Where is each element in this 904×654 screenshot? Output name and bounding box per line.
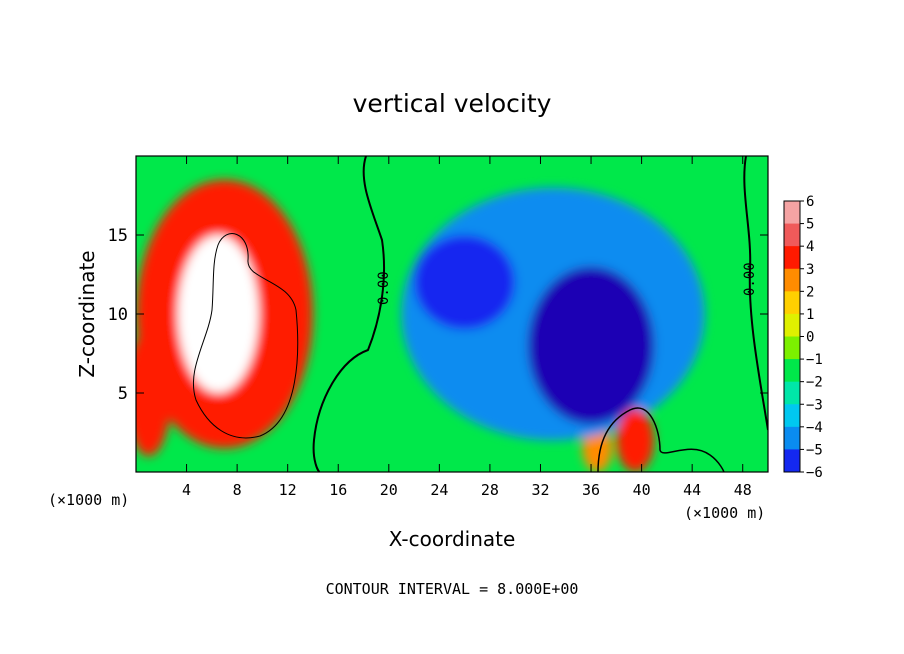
updraft-contour <box>192 233 299 439</box>
x-axis-label: X-coordinate <box>389 527 516 551</box>
x-tick-label: 24 <box>430 481 448 499</box>
colorbar-swatch <box>784 381 800 405</box>
x-tick-label: 28 <box>481 481 499 499</box>
heatmap-field <box>136 156 768 472</box>
colorbar-swatch <box>784 246 800 270</box>
y-tick-label: 5 <box>118 384 128 404</box>
colorbar-label: −5 <box>806 442 823 458</box>
colorbar-label: 1 <box>806 307 814 323</box>
x-unit-label-right: (×1000 m) <box>684 504 765 522</box>
x-tick-label: 36 <box>582 481 600 499</box>
colorbar-swatch <box>784 404 800 428</box>
colorbar-label: 3 <box>806 262 814 278</box>
colorbar-swatch <box>784 359 800 383</box>
field-region-downdraft-blob <box>414 235 516 330</box>
y-axis-label: Z-coordinate <box>75 250 99 377</box>
x-tick-label: 40 <box>633 481 651 499</box>
colorbar-swatch <box>784 336 800 360</box>
field-region-downdraft-strong <box>527 266 655 425</box>
colorbar-label: −3 <box>806 397 823 413</box>
colorbar-label: −2 <box>806 375 823 391</box>
x-unit-label: (×1000 m) <box>48 491 129 509</box>
x-tick-label: 32 <box>531 481 549 499</box>
x-tick-label: 44 <box>683 481 701 499</box>
field-region-low-updraft <box>616 408 655 472</box>
colorbar-swatch <box>784 291 800 315</box>
chart-title: vertical velocity <box>353 89 552 118</box>
zero-contour-right <box>743 156 768 431</box>
field-region-left-edge-up <box>136 329 172 457</box>
y-axis-ticks: 5 10 15 <box>108 226 768 404</box>
colorbar-label: 4 <box>806 239 814 255</box>
zero-contour-left <box>312 156 385 472</box>
x-tick-label: 12 <box>279 481 297 499</box>
colorbar-label: 6 <box>806 194 814 210</box>
colorbar-label: −4 <box>806 420 823 436</box>
colorbar-swatch <box>784 201 800 225</box>
y-tick-label: 15 <box>108 226 128 246</box>
colorbar-label: 5 <box>806 217 814 233</box>
x-tick-label: 48 <box>734 481 752 499</box>
colorbar-label: 0 <box>806 330 814 346</box>
colorbar-label: −1 <box>806 352 823 368</box>
colorbar-label: −6 <box>806 465 823 481</box>
x-tick-label: 4 <box>182 481 191 499</box>
contour-label-right: 0.00 <box>742 262 758 296</box>
x-tick-label: 16 <box>329 481 347 499</box>
field-region-updraft-core <box>177 235 259 393</box>
colorbar-swatch <box>784 223 800 247</box>
colorbar-swatch <box>784 449 800 473</box>
x-tick-label: 20 <box>380 481 398 499</box>
colorbar: 6 5 4 3 2 1 0 −1 −2 −3 −4 −5 −6 <box>783 194 823 481</box>
contour-label-left: 0.00 <box>376 271 392 305</box>
x-axis-ticks: 4 8 12 16 20 24 28 32 36 40 44 48 <box>182 156 752 499</box>
contour-interval-footer: CONTOUR INTERVAL = 8.000E+00 <box>326 580 579 598</box>
colorbar-swatch <box>784 268 800 292</box>
y-tick-label: 10 <box>108 305 128 325</box>
colorbar-label: 2 <box>806 284 814 300</box>
x-tick-label: 8 <box>233 481 242 499</box>
lower-contour <box>597 407 725 472</box>
colorbar-swatch <box>784 426 800 450</box>
colorbar-swatch <box>784 313 800 337</box>
